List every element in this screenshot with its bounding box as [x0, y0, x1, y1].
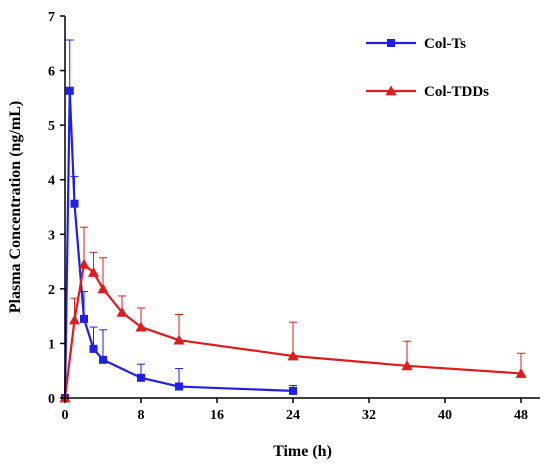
data-point: [99, 355, 107, 364]
plot-area: [59, 39, 527, 403]
data-point: [135, 321, 147, 332]
data-point: [116, 306, 128, 317]
data-point: [287, 350, 299, 361]
legend-swatch-marker: [387, 39, 395, 47]
data-point: [401, 360, 413, 371]
data-point: [78, 258, 90, 269]
y-tick-label: 3: [48, 228, 55, 243]
legend-item-col-ts: Col-Ts: [366, 36, 466, 52]
data-point: [70, 199, 79, 208]
data-point: [65, 86, 74, 95]
x-tick-label: 48: [514, 408, 528, 423]
x-tick-label: 32: [362, 408, 376, 423]
y-tick-label: 1: [48, 337, 55, 352]
data-point: [289, 386, 297, 395]
y-axis-label: Plasma Concentration (ng/mL): [7, 101, 24, 313]
series-col-ts: [61, 39, 297, 402]
data-point: [80, 314, 88, 323]
y-tick-label: 5: [48, 119, 55, 134]
x-tick-label: 0: [62, 408, 69, 423]
x-axis-label: Time (h): [273, 443, 332, 460]
x-tick-label: 24: [286, 408, 300, 423]
data-point: [89, 344, 98, 353]
legend-label: Col-TDDs: [424, 84, 489, 100]
legend-swatch-marker: [385, 85, 397, 96]
data-point: [69, 314, 80, 325]
y-tick-label: 7: [48, 10, 55, 25]
x-tick-label: 40: [438, 408, 452, 423]
data-point: [175, 382, 183, 391]
data-point: [515, 367, 527, 378]
data-point: [173, 334, 185, 345]
legend-label: Col-Ts: [424, 36, 466, 52]
legend: Col-Ts Col-TDDs: [366, 36, 489, 100]
y-tick-label: 4: [48, 174, 55, 189]
x-tick-label: 16: [210, 408, 224, 423]
y-tick-label: 6: [48, 65, 55, 80]
y-tick-label: 0: [48, 392, 55, 407]
legend-item-col-tdds: Col-TDDs: [366, 84, 489, 100]
data-point: [137, 373, 145, 382]
x-tick-label: 8: [138, 408, 145, 423]
y-tick-label: 2: [48, 283, 55, 298]
series-col-tdds: [59, 226, 527, 403]
data-point: [88, 266, 99, 277]
y-ticks: 0 1 2 3 4 5 6 7: [48, 10, 65, 407]
data-point: [97, 283, 109, 294]
axes: 0 8 16 24 32 40 48 0 1 2 3 4 5 6 7: [48, 10, 540, 423]
x-ticks: 0 8 16 24 32 40 48: [62, 398, 528, 423]
